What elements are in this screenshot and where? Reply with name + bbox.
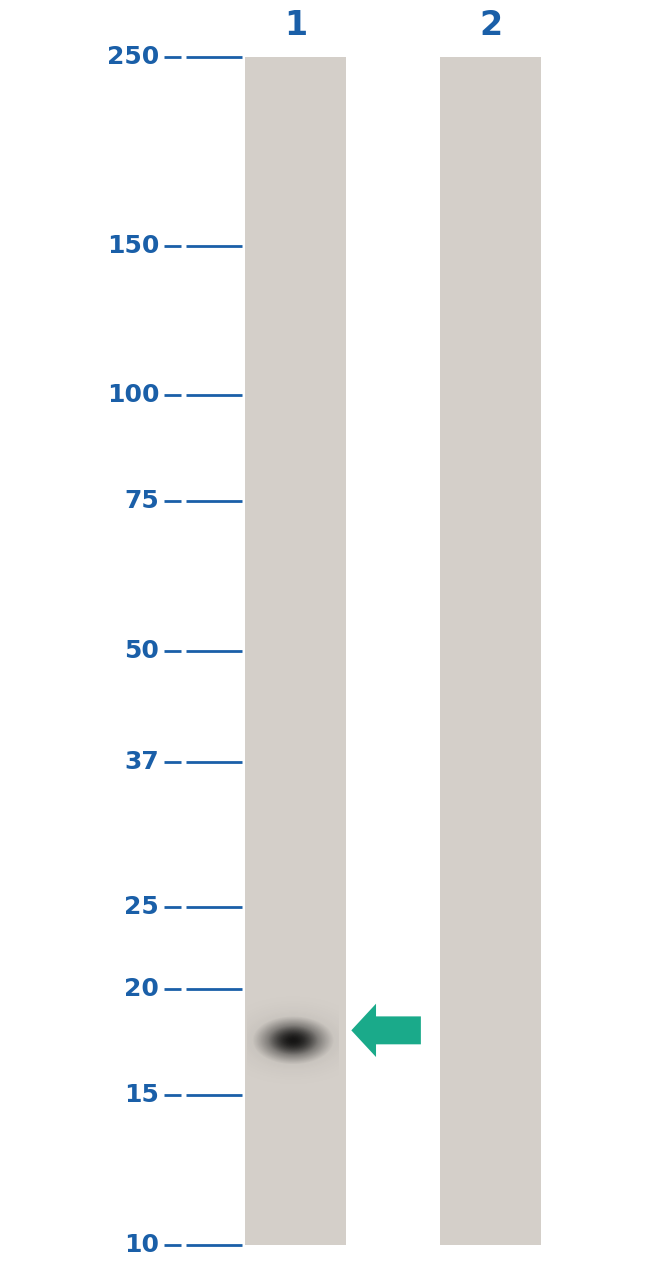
Bar: [246, 57, 346, 1245]
Text: 150: 150: [107, 234, 159, 258]
Text: 50: 50: [124, 639, 159, 663]
Text: 75: 75: [125, 489, 159, 513]
Text: 37: 37: [125, 751, 159, 773]
Text: 100: 100: [107, 384, 159, 408]
Text: 25: 25: [125, 894, 159, 918]
Text: 250: 250: [107, 46, 159, 69]
Text: 1: 1: [284, 9, 307, 42]
Text: 15: 15: [124, 1083, 159, 1107]
Bar: [441, 57, 541, 1245]
FancyArrow shape: [351, 1003, 421, 1057]
Text: 20: 20: [124, 977, 159, 1001]
Text: 10: 10: [124, 1233, 159, 1256]
Text: 2: 2: [479, 9, 502, 42]
